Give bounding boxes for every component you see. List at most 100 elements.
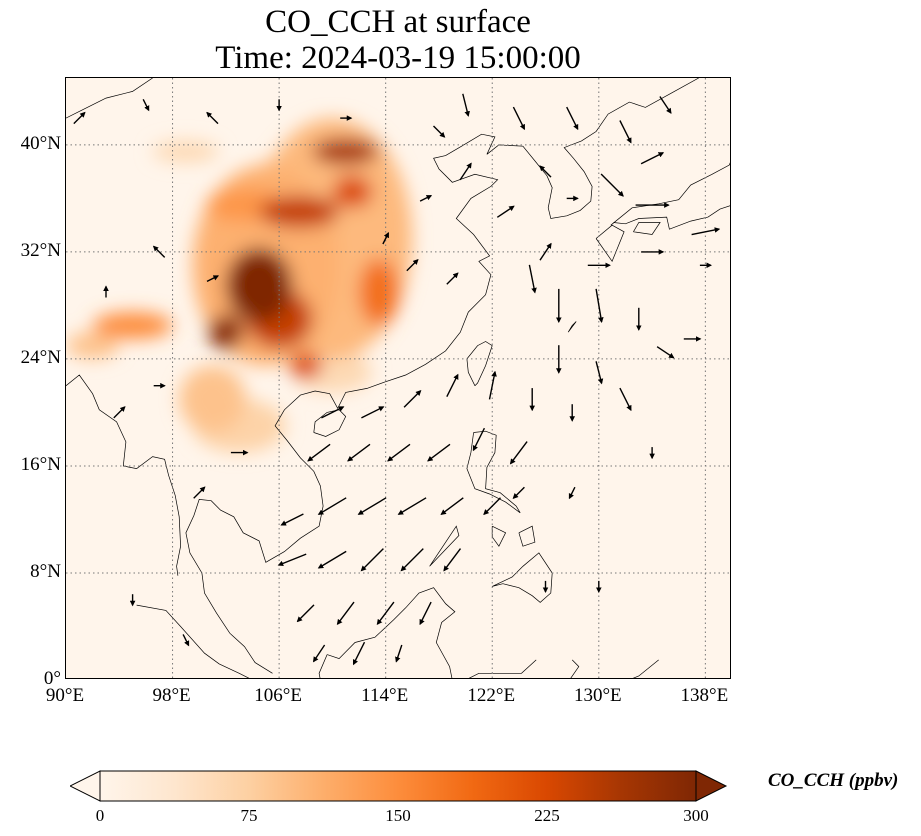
co-concentration-blob: [152, 140, 220, 163]
co-concentration-field: [66, 118, 413, 453]
wind-arrow: [446, 272, 459, 285]
map-canvas: [66, 78, 730, 678]
coastline: [136, 604, 250, 678]
co-concentration-blob: [312, 138, 380, 165]
wind-arrow: [462, 93, 470, 117]
colorbar-extend-min: [70, 770, 101, 802]
wind-arrow: [357, 497, 387, 515]
co-concentration-blob: [259, 195, 340, 228]
wind-arrow: [566, 106, 579, 131]
wind-arrow: [496, 205, 515, 218]
wind-arrow: [509, 441, 528, 465]
wind-arrow: [382, 231, 390, 245]
wind-arrow: [446, 373, 459, 398]
wind-arrow: [395, 644, 403, 663]
latitude-tick-label: 8°N: [30, 560, 61, 582]
wind-arrow: [595, 361, 604, 385]
latitude-tick-label: 0°: [43, 668, 61, 689]
coastline: [66, 374, 181, 576]
wind-vectors: [73, 93, 721, 666]
coastline: [466, 430, 521, 514]
wind-arrow: [376, 601, 395, 625]
map-time-subtitle: Time: 2024-03-19 15:00:00: [215, 40, 581, 76]
latitude-tick-label: 24°N: [20, 346, 61, 368]
latitude-tick-label: 32°N: [20, 239, 61, 261]
wind-arrow: [406, 259, 419, 272]
coastline: [570, 659, 580, 678]
coastline: [518, 525, 536, 547]
coastlines: [66, 78, 730, 678]
colorbar-tick-label: 75: [240, 806, 258, 825]
wind-arrow: [568, 486, 576, 500]
wind-arrow: [619, 120, 632, 144]
coastline: [468, 659, 537, 678]
coastline: [491, 525, 507, 547]
wind-arrow: [472, 427, 486, 452]
wind-arrow: [152, 245, 166, 258]
coastline: [66, 78, 153, 119]
wind-arrow: [539, 165, 552, 178]
wind-arrow: [113, 406, 126, 419]
wind-arrow: [317, 550, 347, 569]
colorbar-tick-label: 300: [683, 806, 709, 825]
longitude-tick-label: 122°E: [467, 685, 516, 706]
map-title: CO_CCH at surface: [265, 4, 531, 40]
coastline: [313, 409, 347, 437]
wind-arrow: [659, 96, 672, 114]
wind-arrow: [539, 242, 552, 261]
longitude-tick-label: 90°E: [45, 685, 85, 706]
wind-arrow: [206, 275, 220, 283]
coastline: [633, 222, 661, 235]
co-concentration-blob: [332, 175, 373, 208]
co-concentration-blob: [225, 247, 293, 323]
wind-arrow: [440, 497, 464, 515]
wind-arrow: [312, 644, 326, 663]
wind-arrow: [656, 346, 675, 359]
colorbar-label: CO_CCH (ppbv): [768, 770, 899, 791]
wind-arrow: [400, 548, 424, 572]
co-concentration-blob: [359, 258, 399, 326]
wind-arrow: [512, 106, 526, 131]
wind-arrow: [317, 497, 347, 515]
wind-arrow: [443, 548, 462, 572]
wind-arrow: [182, 634, 190, 647]
wind-arrow: [403, 390, 422, 408]
gridlines: [66, 78, 730, 678]
wind-arrow: [528, 264, 537, 294]
coastline: [318, 654, 328, 678]
longitude-tick-label: 114°E: [361, 685, 409, 706]
wind-arrow: [433, 125, 446, 138]
coastline: [429, 525, 460, 567]
coastline: [613, 205, 730, 230]
wind-arrow: [142, 98, 150, 112]
coastline: [492, 552, 553, 603]
wind-arrow: [277, 553, 307, 567]
coastline: [466, 341, 493, 386]
wind-arrow: [483, 497, 501, 516]
co-concentration-blob: [208, 314, 244, 350]
colorbar-gradient: [99, 770, 697, 802]
wind-arrow: [387, 443, 411, 462]
wind-arrow: [336, 601, 355, 625]
wind-arrow: [619, 387, 632, 412]
wind-arrow: [595, 288, 604, 324]
wind-arrow: [352, 641, 366, 666]
co-concentration-blob: [92, 312, 173, 339]
coastline: [610, 162, 730, 226]
wind-arrow: [427, 443, 451, 462]
wind-arrow: [193, 486, 206, 499]
wind-arrow: [512, 486, 525, 499]
wind-arrow: [347, 443, 371, 462]
colorbar-extend-max: [695, 770, 728, 802]
longitude-tick-label: 98°E: [152, 685, 191, 706]
wind-arrow: [360, 548, 384, 572]
coastline: [185, 78, 699, 674]
longitude-tick-label: 130°E: [573, 685, 622, 706]
wind-arrow: [280, 513, 304, 526]
coastline: [567, 321, 577, 333]
colorbar-tick-label: 0: [95, 806, 105, 825]
wind-arrow: [397, 497, 427, 515]
coastline: [632, 659, 659, 678]
co-concentration-blob: [179, 365, 246, 433]
colorbar: [70, 770, 728, 802]
